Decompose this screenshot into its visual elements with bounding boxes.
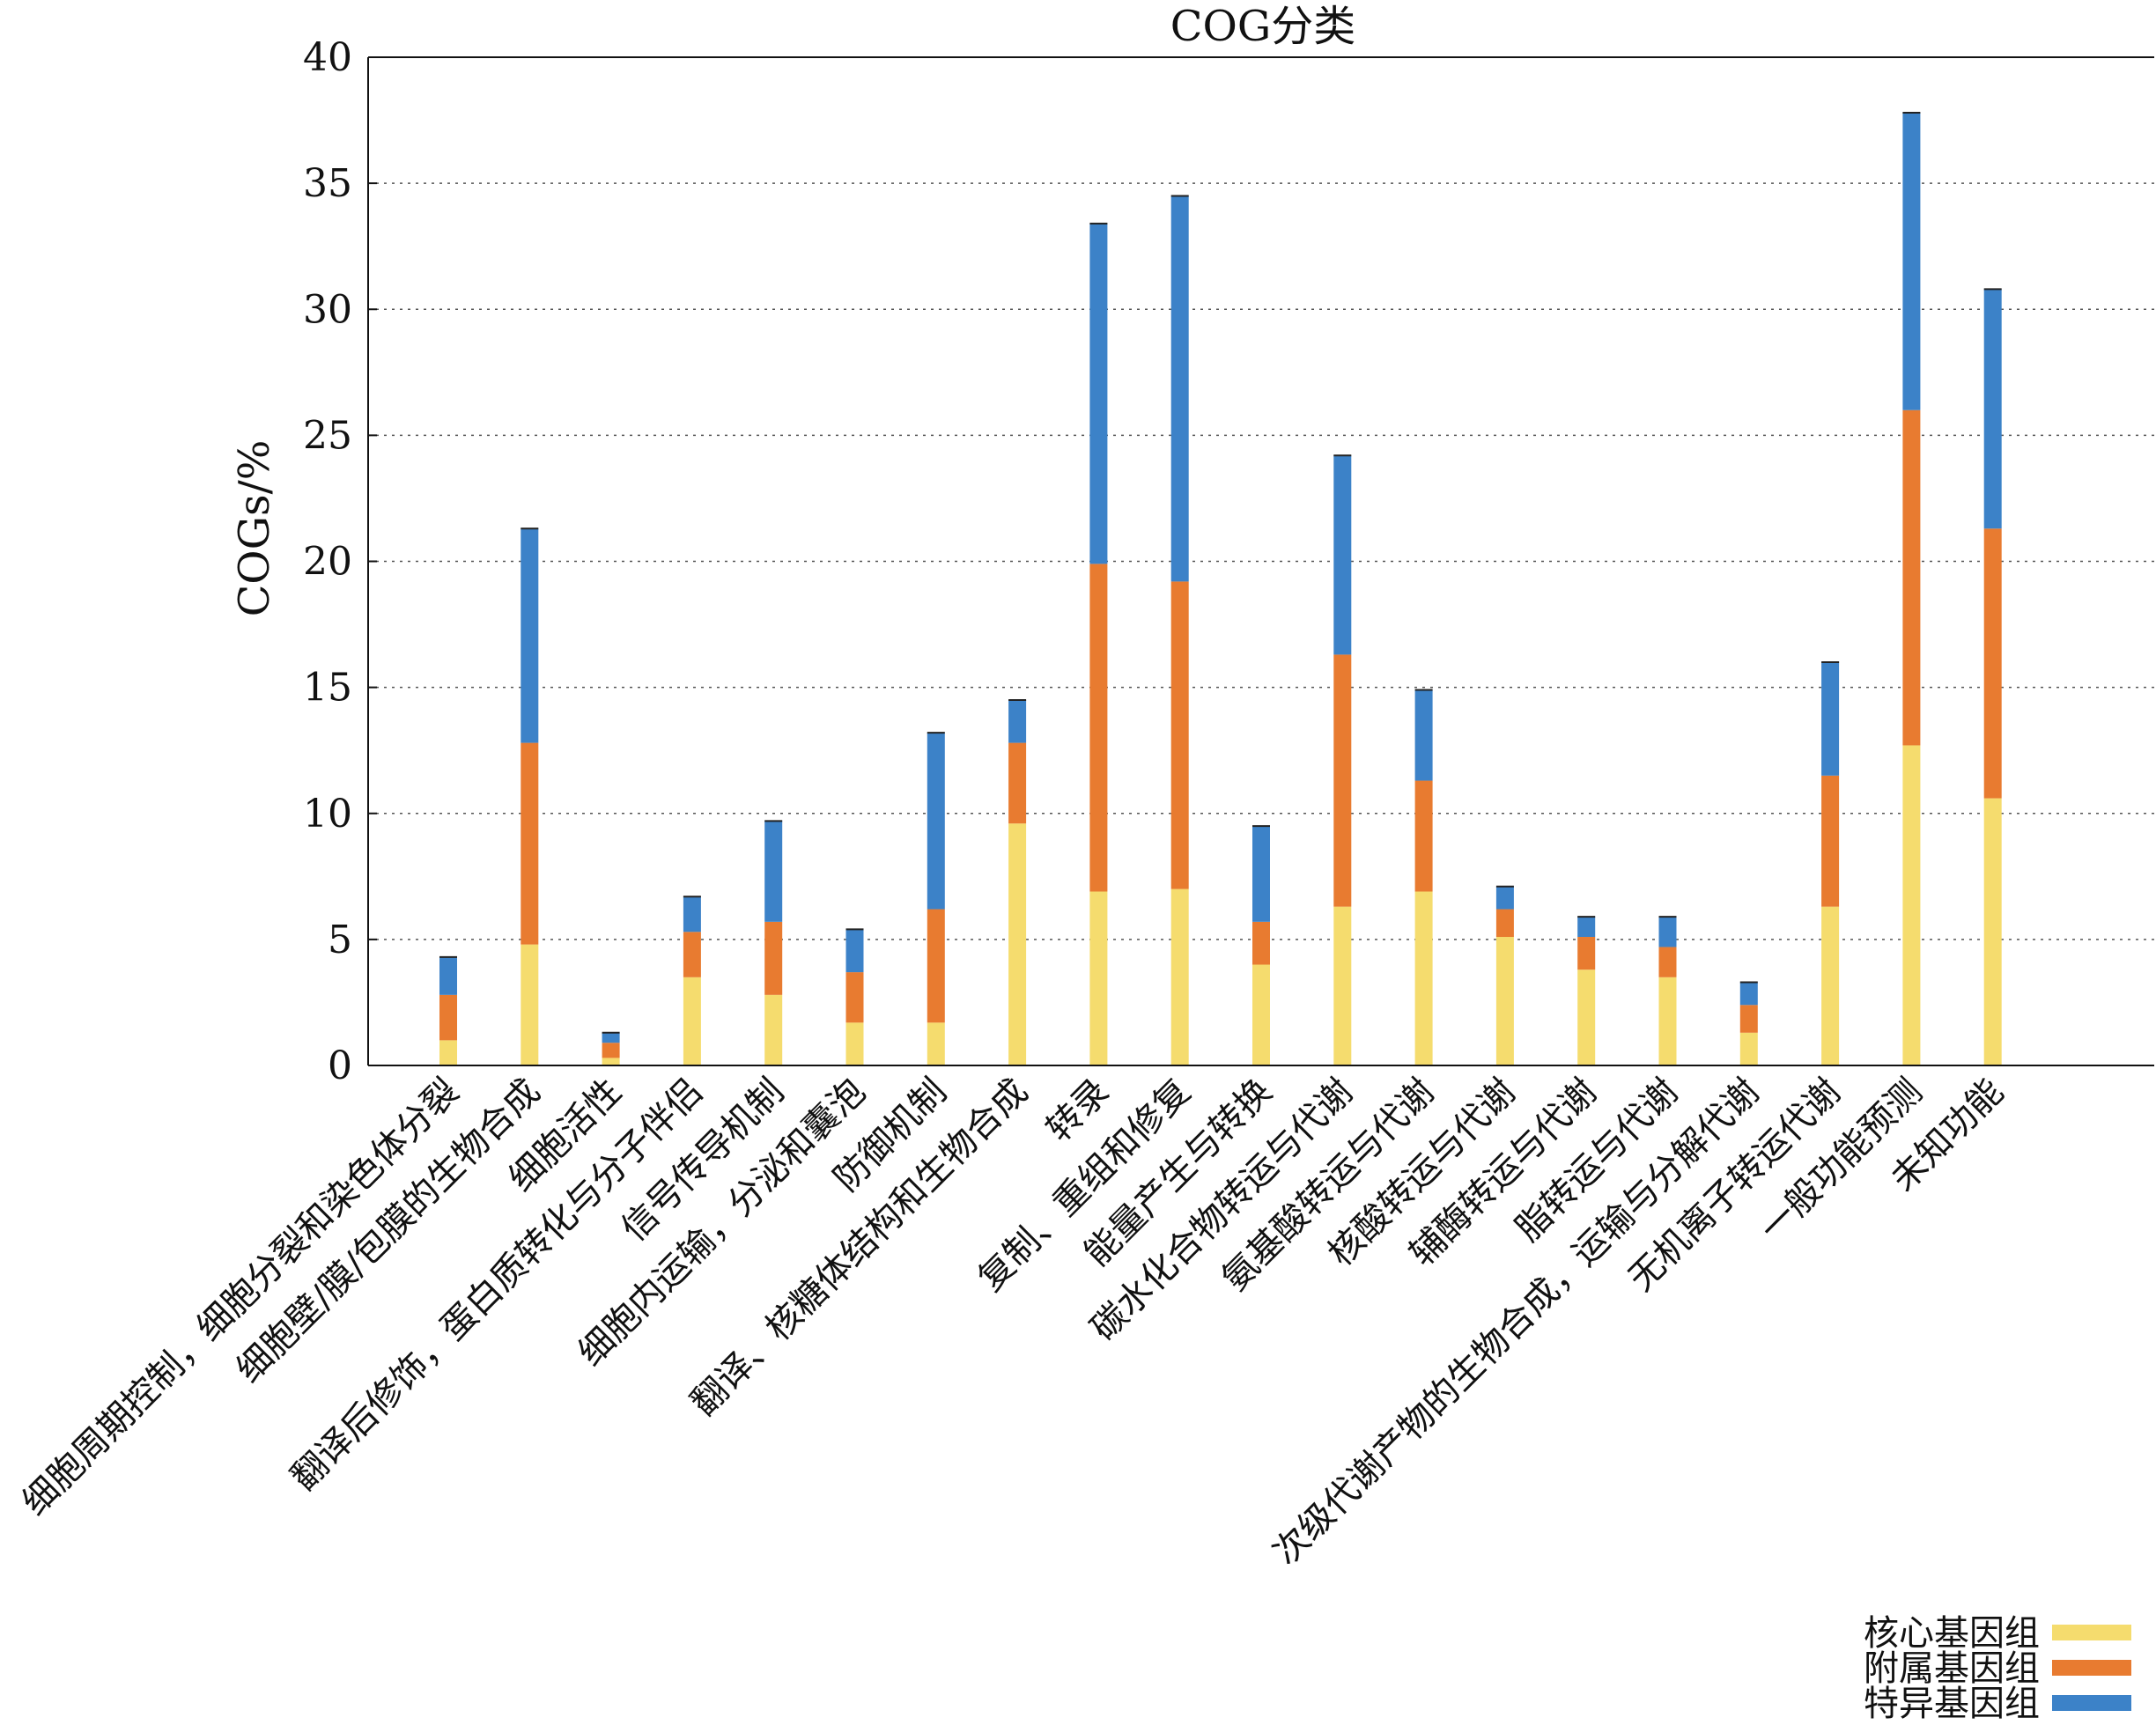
bars <box>439 111 2002 1065</box>
bar-segment-20-series-3 <box>1983 289 2002 529</box>
bar-segment-17-series-1 <box>1739 1032 1758 1065</box>
bar-segment-18-series-2 <box>1821 775 1840 907</box>
bar-segment-2-series-2 <box>521 742 539 945</box>
y-tick-label-35: 35 <box>303 161 352 206</box>
bar-segment-4-series-3 <box>683 896 701 933</box>
bar-segment-20-series-1 <box>1983 798 2002 1065</box>
legend-label-3: 特异基因组 <box>1864 1684 2040 1724</box>
bar-segment-1-series-3 <box>439 956 457 995</box>
bar-segment-9-series-3 <box>1089 223 1108 564</box>
bar-segment-19-series-3 <box>1902 112 1921 410</box>
bar-segment-15-series-2 <box>1577 937 1596 970</box>
bar-segment-19-series-2 <box>1902 409 1921 746</box>
bar-segment-7-series-2 <box>927 909 945 1023</box>
bar-segment-6-series-3 <box>845 929 864 973</box>
chart-title: COG分类 <box>1170 2 1355 51</box>
bar-segment-9-series-1 <box>1089 891 1108 1065</box>
bar-segment-7-series-3 <box>927 733 945 910</box>
bar-segment-12-series-3 <box>1333 455 1352 655</box>
bar-segment-1-series-1 <box>439 1040 457 1065</box>
bar-segment-3-series-1 <box>602 1058 620 1065</box>
bar-segment-11-series-3 <box>1252 826 1270 922</box>
bar-segment-18-series-1 <box>1821 906 1840 1065</box>
bar-segment-14-series-2 <box>1495 909 1514 938</box>
bar-segment-11-series-1 <box>1252 964 1270 1065</box>
bar-segment-16-series-2 <box>1658 947 1677 977</box>
y-axis-label: COGs/% <box>230 440 279 617</box>
y-tick-label-15: 15 <box>303 666 352 711</box>
bar-segment-17-series-2 <box>1739 1005 1758 1033</box>
bar-segment-8-series-2 <box>1008 742 1027 824</box>
bar-segment-10-series-2 <box>1170 581 1189 889</box>
bar-segment-7-series-1 <box>927 1022 945 1065</box>
legend-swatch-3 <box>2052 1695 2131 1711</box>
bar-segment-10-series-1 <box>1170 888 1189 1065</box>
y-tick-label-5: 5 <box>328 918 352 962</box>
bar-segment-5-series-1 <box>764 994 783 1065</box>
bar-segment-14-series-3 <box>1495 886 1514 910</box>
bar-segment-6-series-1 <box>845 1022 864 1065</box>
y-tick-label-10: 10 <box>303 792 352 837</box>
bar-segment-2-series-3 <box>521 528 539 743</box>
bar-segment-13-series-3 <box>1414 689 1433 781</box>
bar-segment-8-series-1 <box>1008 823 1027 1065</box>
bar-segment-5-series-3 <box>764 821 783 922</box>
bar-segment-11-series-2 <box>1252 921 1270 965</box>
bar-segment-15-series-3 <box>1577 917 1596 938</box>
bar-segment-10-series-3 <box>1170 195 1189 582</box>
bar-segment-13-series-2 <box>1414 780 1433 892</box>
y-tick-label-25: 25 <box>303 413 352 458</box>
x-category-label-2: 细胞壁/膜/包膜的生物合成 <box>229 1072 549 1391</box>
bar-segment-12-series-1 <box>1333 906 1352 1065</box>
bar-segment-12-series-2 <box>1333 654 1352 907</box>
legend-swatch-1 <box>2052 1625 2131 1640</box>
y-axis-ticks: 0 5 10 15 20 25 30 35 40 <box>303 35 377 1088</box>
bar-segment-14-series-1 <box>1495 937 1514 1065</box>
legend-label-1: 核心基因组 <box>1864 1613 2040 1654</box>
bar-segment-18-series-3 <box>1821 662 1840 776</box>
bar-segment-2-series-1 <box>521 944 539 1065</box>
x-category-label-1: 细胞周期控制，细胞分裂和染色体分裂 <box>15 1072 467 1523</box>
y-tick-label-40: 40 <box>303 35 352 80</box>
bar-segment-19-series-1 <box>1902 745 1921 1065</box>
legend-swatch-2 <box>2052 1660 2131 1676</box>
bar-segment-9-series-2 <box>1089 564 1108 892</box>
x-axis-category-labels: 细胞周期控制，细胞分裂和染色体分裂细胞壁/膜/包膜的生物合成细胞活性翻译后修饰，… <box>15 1072 2012 1574</box>
y-tick-label-0: 0 <box>328 1043 352 1088</box>
bar-segment-16-series-3 <box>1658 917 1677 947</box>
bar-segment-3-series-2 <box>602 1043 620 1058</box>
bar-segment-17-series-3 <box>1739 982 1758 1006</box>
legend-label-2: 附属基因组 <box>1864 1648 2040 1689</box>
bar-segment-5-series-2 <box>764 921 783 995</box>
bar-segment-1-series-2 <box>439 994 457 1041</box>
bar-segment-20-series-2 <box>1983 528 2002 799</box>
bar-segment-3-series-3 <box>602 1032 620 1043</box>
bar-segment-13-series-1 <box>1414 891 1433 1065</box>
bar-segment-16-series-1 <box>1658 977 1677 1065</box>
bar-segment-8-series-3 <box>1008 699 1027 743</box>
y-tick-label-20: 20 <box>303 540 352 585</box>
bar-segment-15-series-1 <box>1577 969 1596 1065</box>
bar-segment-4-series-1 <box>683 977 701 1065</box>
bar-segment-4-series-2 <box>683 932 701 977</box>
bar-segment-6-series-2 <box>845 972 864 1023</box>
y-tick-label-30: 30 <box>303 287 352 332</box>
